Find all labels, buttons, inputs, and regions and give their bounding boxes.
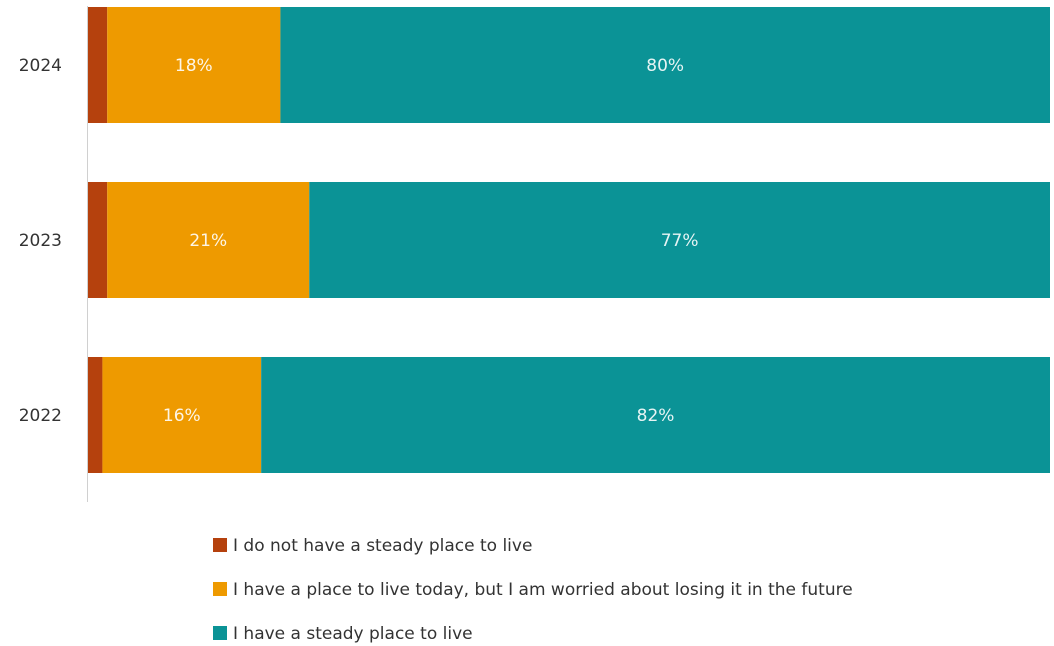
bar-segment [280,7,1050,123]
legend-label: I have a place to live today, but I am w… [233,580,853,600]
data-labels: 18% 80% 21% 77% 16% 82% [163,56,699,426]
category-label: 2022 [19,406,62,426]
data-label: 18% [175,56,213,76]
legend: I do not have a steady place to live I ha… [213,536,853,644]
data-label: 82% [637,406,675,426]
category-label: 2023 [19,231,62,251]
bar-group [88,7,1050,473]
bar-segment [107,182,310,298]
data-label: 77% [661,231,699,251]
bar-segment [107,7,281,123]
bar-segment [88,357,103,473]
legend-swatch [213,538,227,552]
bar-segment [309,182,1050,298]
category-label: 2024 [19,56,62,76]
legend-swatch [213,626,227,640]
bar-segment [88,182,108,298]
bar-segment [261,357,1050,473]
legend-swatch [213,582,227,596]
legend-label: I do not have a steady place to live [233,536,532,556]
data-label: 80% [646,56,684,76]
bar-segment [102,357,262,473]
data-label: 21% [189,231,227,251]
bar-segment [88,7,108,123]
category-labels: 2024 2023 2022 [19,56,62,426]
data-label: 16% [163,406,201,426]
legend-label: I have a steady place to live [233,624,473,644]
